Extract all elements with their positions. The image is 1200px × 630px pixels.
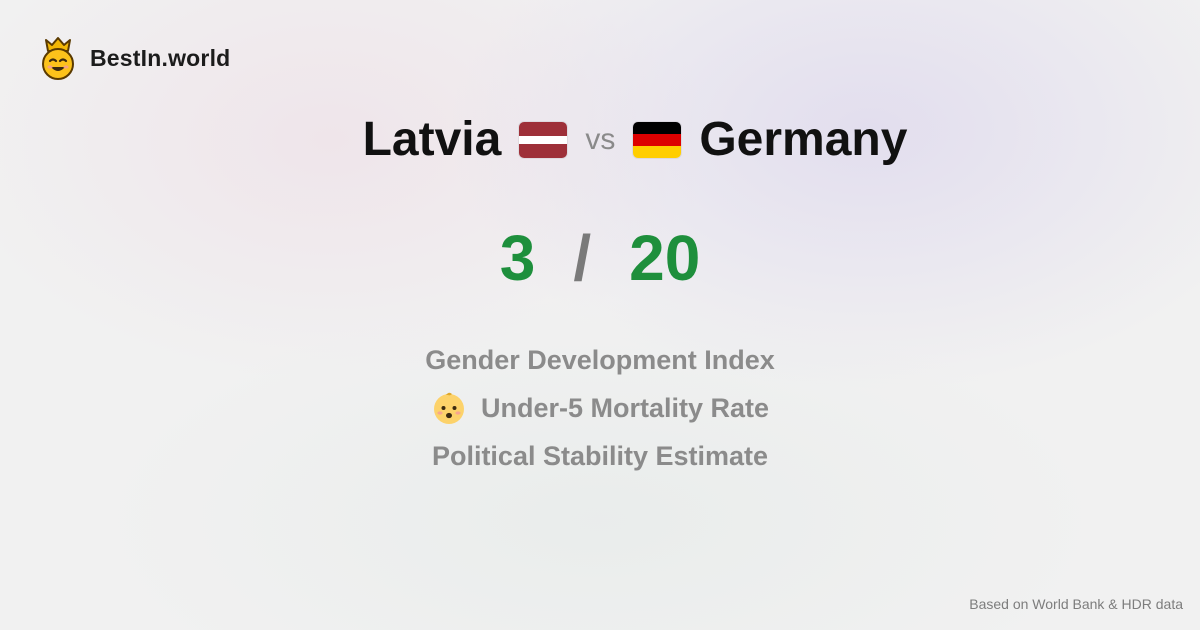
brand[interactable]: BestIn.world: [40, 36, 230, 80]
right-country-name[interactable]: Germany: [699, 113, 908, 166]
baby-face-icon: [433, 392, 464, 424]
comparison-title: Latvia vs Germany: [0, 108, 1200, 172]
brand-name: BestIn.world: [90, 44, 231, 71]
metric-item: Under-5 Mortality Rate: [431, 384, 769, 432]
metric-label: Gender Development Index: [425, 344, 775, 375]
left-score: 3: [499, 222, 536, 294]
metric-label: Political Stability Estimate: [431, 440, 769, 471]
germany-flag-icon: [633, 122, 682, 158]
metric-item: Political Stability Estimate: [432, 432, 768, 480]
right-score: 20: [629, 222, 701, 294]
metric-item: Gender Development Index: [425, 336, 775, 384]
metric-label: Under-5 Mortality Rate: [480, 392, 770, 423]
metrics-list: Gender Development Index Under-5 Mortali…: [0, 336, 1200, 480]
score: 3 / 20: [0, 218, 1200, 298]
left-country-name[interactable]: Latvia: [362, 113, 502, 166]
crown-smiley-icon: [42, 37, 74, 80]
data-source-note: Based on World Bank & HDR data: [969, 596, 1183, 612]
latvia-flag-icon: [519, 122, 568, 158]
score-separator: /: [573, 222, 592, 294]
vs-label: vs: [585, 123, 616, 156]
